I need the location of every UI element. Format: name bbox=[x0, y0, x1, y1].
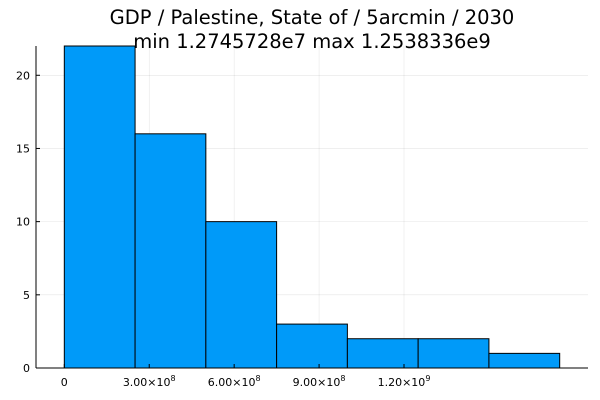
chart-title-line-2: min 1.2745728e7 max 1.2538336e9 bbox=[133, 30, 491, 53]
chart-title: GDP / Palestine, State of / 5arcmin / 20… bbox=[110, 6, 515, 53]
histogram-bar bbox=[417, 338, 490, 369]
histogram-bar bbox=[276, 323, 348, 369]
y-tick-label: 5 bbox=[23, 289, 30, 302]
y-tick-label: 10 bbox=[16, 216, 30, 229]
tick-layer: 0 5 10 15 20 0 3.00×108 6.00×108 9.00×108 1.20×10… bbox=[16, 69, 430, 389]
histogram-bar bbox=[346, 338, 419, 369]
histogram-bar bbox=[205, 221, 278, 369]
y-tick-label: 20 bbox=[16, 69, 30, 82]
bar-layer bbox=[63, 45, 561, 369]
axis-layer bbox=[35, 46, 588, 369]
y-tick-label: 15 bbox=[16, 142, 30, 155]
histogram-bar bbox=[488, 352, 561, 369]
histogram-bar bbox=[134, 133, 207, 369]
x-tick-label: 3.00×108 bbox=[123, 374, 176, 389]
x-tick-label: 1.20×109 bbox=[378, 374, 431, 389]
x-tick-label: 6.00×108 bbox=[208, 374, 261, 389]
chart-title-line-1: GDP / Palestine, State of / 5arcmin / 20… bbox=[110, 6, 515, 29]
histogram-bar bbox=[63, 45, 136, 369]
y-tick-label: 0 bbox=[23, 362, 30, 375]
x-tick-label: 9.00×108 bbox=[293, 374, 346, 389]
x-tick-label: 0 bbox=[61, 376, 68, 389]
